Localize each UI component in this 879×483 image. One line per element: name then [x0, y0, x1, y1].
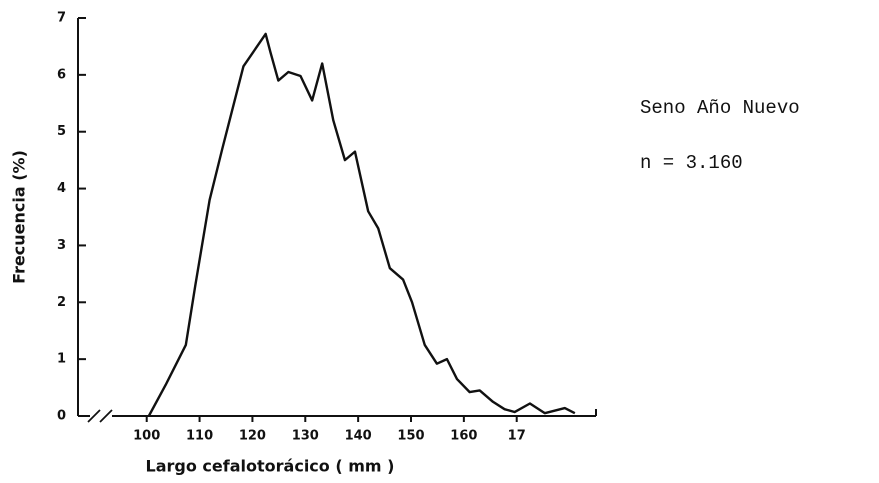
- x-tick-label: 150: [397, 429, 424, 444]
- y-tick-label: 7: [57, 11, 66, 26]
- x-tick-label: 100: [133, 429, 160, 444]
- annotation: n = 3.160: [640, 152, 743, 174]
- x-tick-label: 130: [292, 429, 319, 444]
- y-axis-label: Frecuencia (%): [10, 150, 29, 284]
- y-tick-label: 2: [57, 295, 66, 310]
- x-axis-label: Largo cefalotorácico ( mm ): [146, 457, 395, 476]
- y-tick-label: 5: [57, 124, 66, 139]
- y-tick-label: 4: [57, 181, 66, 196]
- y-tick-label: 3: [57, 238, 66, 253]
- x-tick-label: 17: [508, 429, 526, 444]
- y-tick-label: 6: [57, 67, 66, 82]
- y-tick-label: 0: [57, 409, 66, 424]
- x-tick-label: 140: [345, 429, 372, 444]
- data-line: [147, 32, 576, 417]
- axis-break: [99, 409, 113, 423]
- y-tick-label: 1: [57, 352, 66, 367]
- x-tick-label: 120: [239, 429, 266, 444]
- axis-break: [87, 409, 101, 423]
- x-tick-label: 110: [186, 429, 213, 444]
- annotation: Seno Año Nuevo: [640, 97, 800, 119]
- x-tick-label: 160: [450, 429, 477, 444]
